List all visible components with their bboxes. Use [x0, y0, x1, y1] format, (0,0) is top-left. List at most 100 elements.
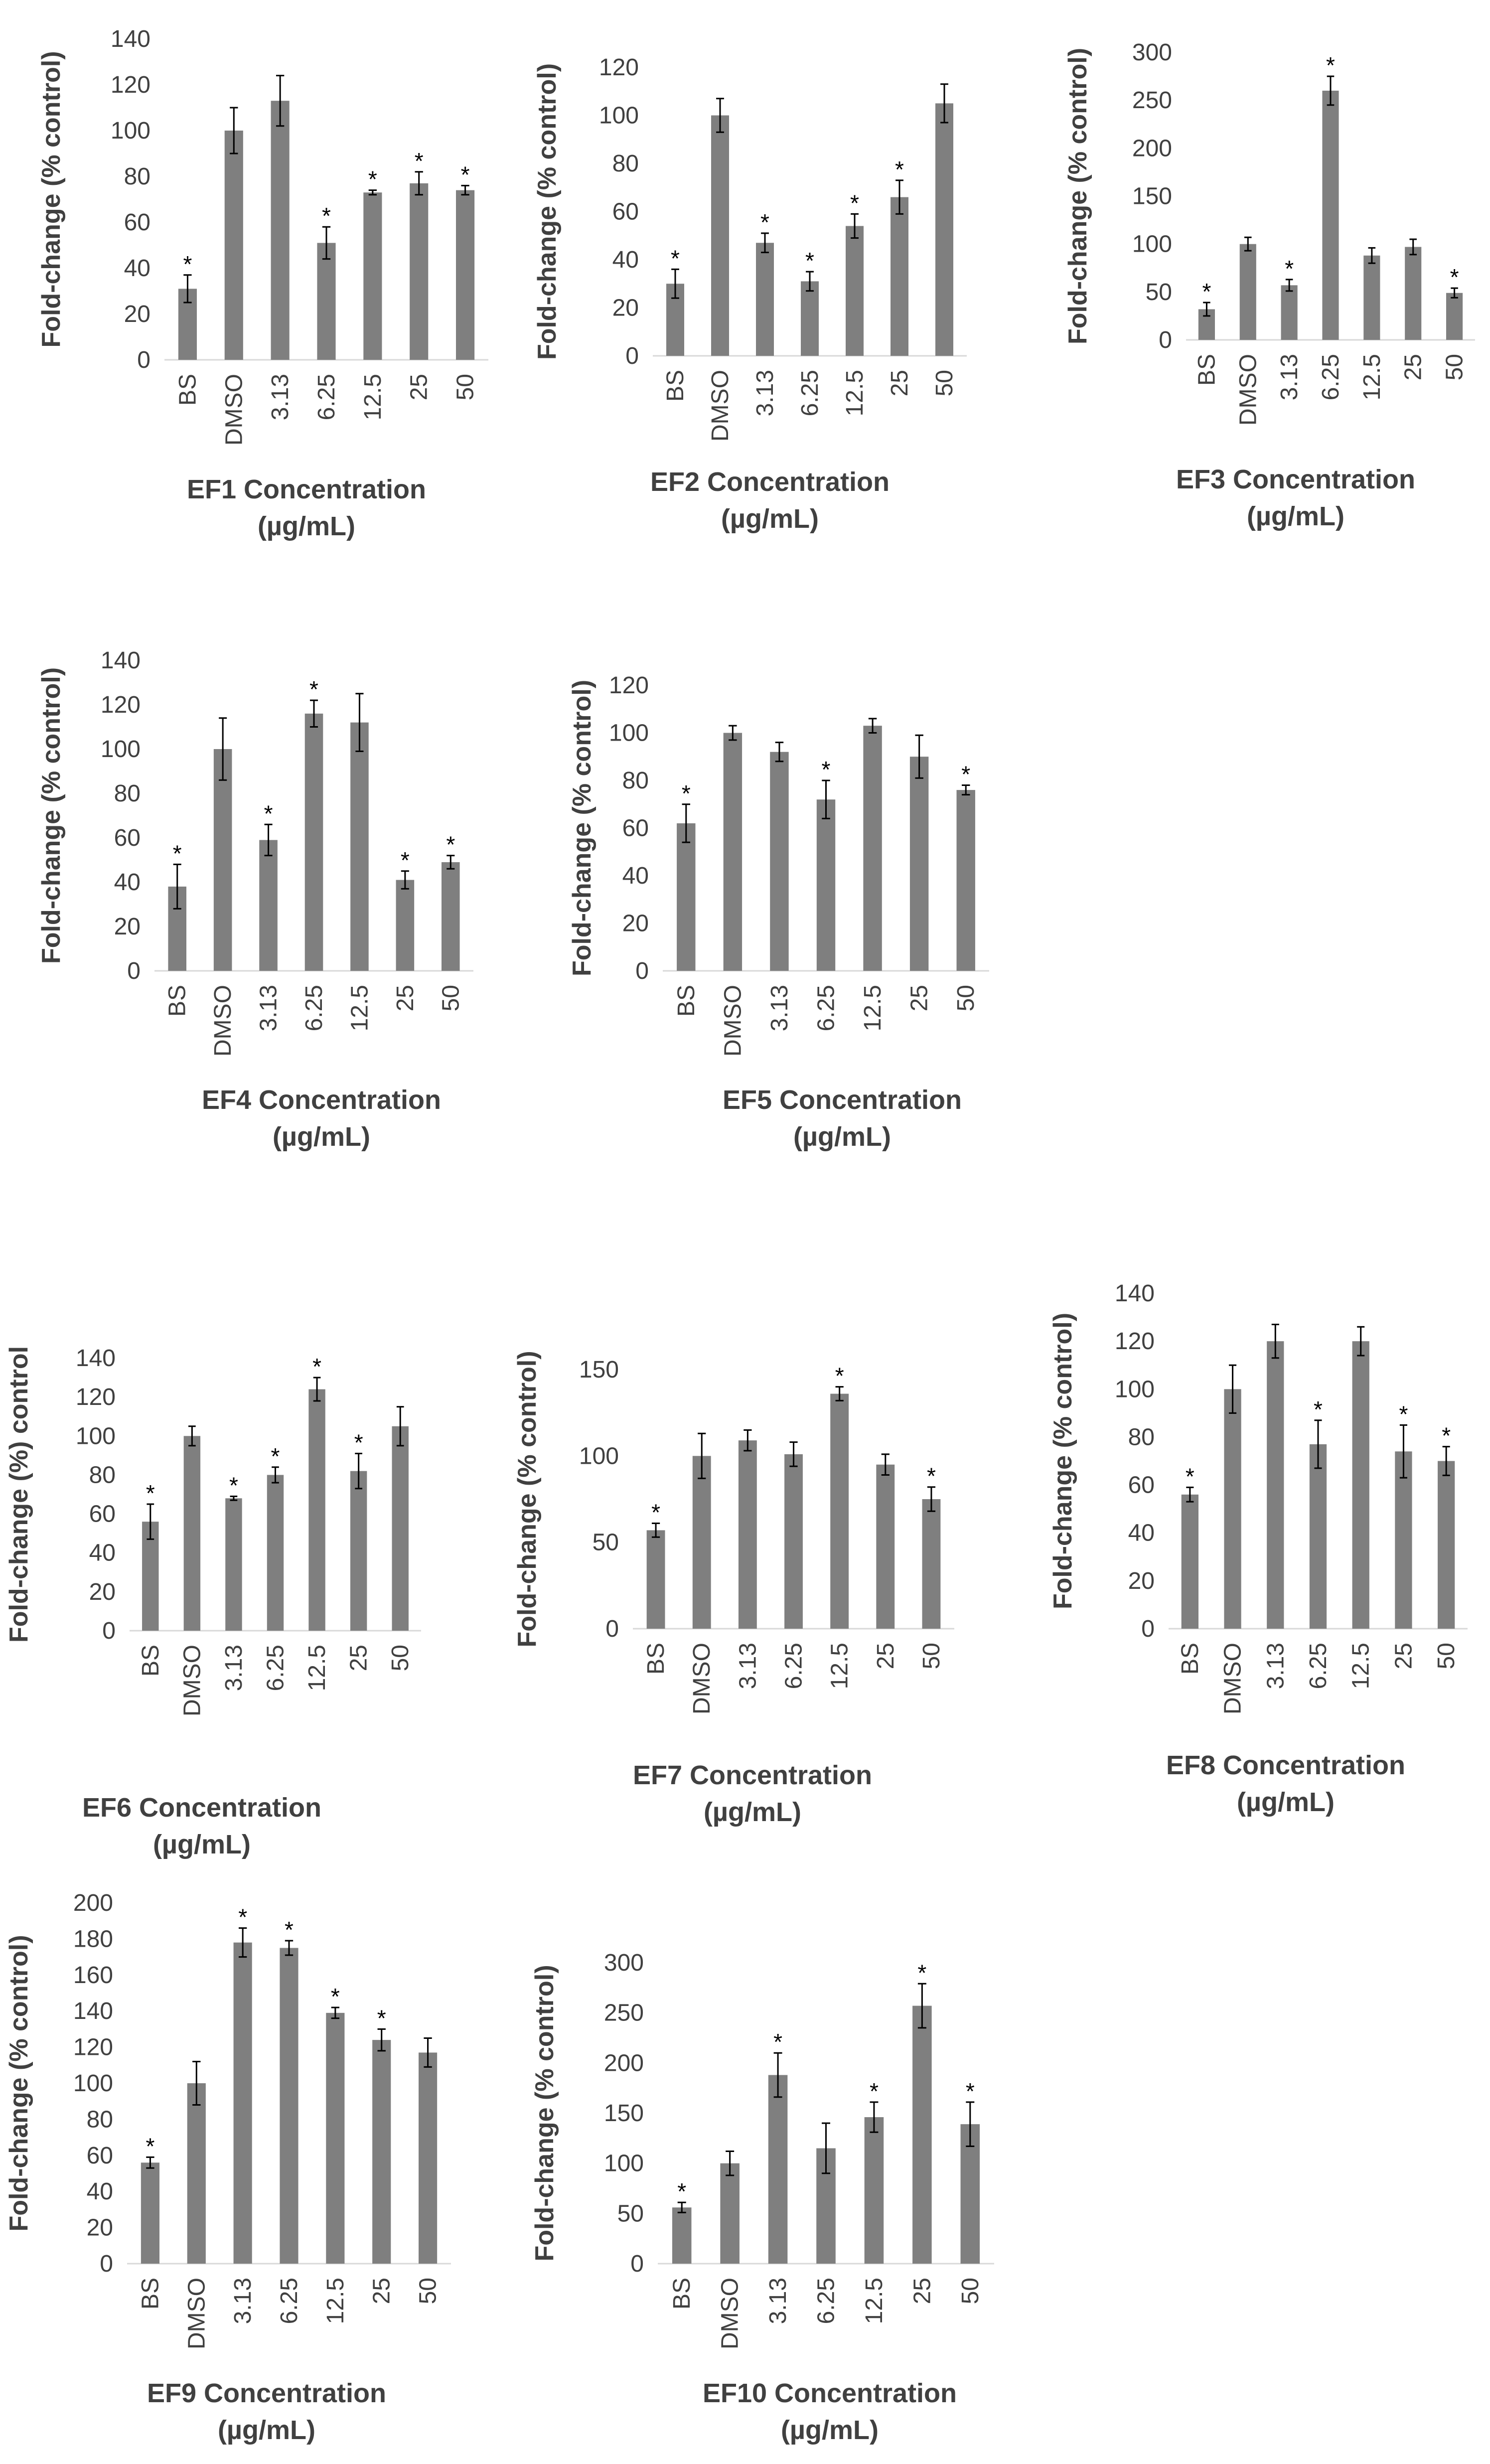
ef10-bar [960, 2124, 980, 2264]
ef10-error-bar [966, 2101, 975, 2147]
ef5-significance-marker: * [961, 762, 970, 787]
ef10-error-bar [870, 2101, 879, 2133]
ef5-category-label: BS [673, 985, 700, 1017]
ef4-x-axis-label: EF4 Concentration [202, 1085, 441, 1115]
ef8-bar [1309, 1444, 1327, 1629]
ef5-ytick-label: 100 [609, 720, 649, 747]
ef5-category-label: 25 [906, 985, 933, 1011]
ef8-category-label: 50 [1433, 1643, 1460, 1669]
ef3-error-bar [1327, 75, 1335, 106]
ef5-significance-marker: * [682, 780, 691, 806]
ef1-significance-marker: * [183, 251, 192, 277]
ef2-ytick-label: 20 [612, 295, 639, 321]
ef7-error-bar [927, 1486, 936, 1512]
ef9-ytick-label: 160 [73, 1962, 113, 1989]
ef7-bar [830, 1393, 849, 1629]
ef4-error-bar [219, 717, 227, 781]
ef8-error-bar [1357, 1326, 1365, 1357]
ef7-bar [646, 1530, 665, 1629]
ef8-ytick-label: 60 [1128, 1472, 1155, 1499]
ef10-significance-marker: * [870, 2078, 879, 2104]
ef1-error-bar [368, 189, 377, 196]
ef6-bar [183, 1436, 201, 1631]
ef7-category-label: 3.13 [735, 1643, 761, 1689]
ef2-category-label: DMSO [707, 370, 734, 442]
ef7-category-label: DMSO [689, 1643, 715, 1714]
ef10-ytick-label: 0 [630, 2251, 644, 2277]
ef3-ytick-label: 150 [1132, 183, 1172, 210]
ef3-significance-marker: * [1326, 52, 1335, 78]
ef4-bar [213, 749, 232, 971]
ef5-ytick-label: 20 [622, 911, 649, 937]
ef2-error-bar [806, 271, 814, 292]
ef5-ytick-label: 0 [635, 958, 649, 984]
ef6-significance-marker: * [354, 1429, 363, 1455]
ef10-error-bar [677, 2201, 686, 2213]
ef1-category-label: BS [174, 374, 201, 406]
ef8-category-label: 12.5 [1348, 1643, 1374, 1689]
ef9-category-label: 50 [415, 2278, 442, 2304]
ef4-significance-marker: * [309, 676, 318, 702]
ef3-error-bar [1203, 302, 1210, 317]
ef8-error-bar [1314, 1419, 1322, 1469]
ef6-category-label: BS [138, 1645, 164, 1677]
ef8-x-axis-label: EF8 Concentration [1166, 1750, 1405, 1780]
ef8-category-label: 25 [1390, 1643, 1417, 1669]
ef2-ytick-label: 0 [625, 343, 639, 369]
ef7-error-bar [789, 1441, 798, 1467]
ef1-significance-marker: * [461, 161, 470, 187]
ef9-ytick-label: 200 [73, 1890, 113, 1916]
ef8-chart: 0 20 40 60 80 100 120 140 Fold-change (% control… [1048, 1280, 1468, 1817]
ef10-bar [864, 2117, 884, 2264]
ef10-category-label: 25 [909, 2278, 935, 2304]
ef1-error-bar [461, 184, 469, 196]
ef10-ytick-label: 150 [604, 2100, 644, 2127]
ef2-bar [891, 197, 908, 356]
ef5-category-label: DMSO [720, 985, 746, 1057]
ef5-bar [863, 726, 882, 971]
ef4-significance-marker: * [264, 800, 273, 826]
ef10-ytick-label: 100 [604, 2151, 644, 2177]
ef9-ytick-label: 100 [73, 2070, 113, 2097]
ef10-bar [720, 2163, 740, 2264]
ef7-bar [784, 1454, 803, 1629]
ef6-ytick-label: 20 [89, 1579, 116, 1605]
ef9-error-bar [285, 1940, 294, 1956]
ef5-bar [677, 823, 696, 971]
ef8-bar [1395, 1451, 1412, 1629]
ef3-category-label: BS [1193, 354, 1220, 386]
ef1-category-label: DMSO [221, 374, 247, 446]
ef4-x-axis-label: (µg/mL) [273, 1122, 370, 1152]
ef9-significance-marker: * [331, 1984, 340, 2009]
ef10-error-bar [822, 2122, 830, 2174]
ef6-ytick-label: 0 [102, 1618, 116, 1644]
ef2-ytick-label: 80 [612, 151, 639, 177]
ef5-error-bar [961, 784, 970, 796]
ef3-bar [1322, 90, 1339, 340]
ef9-category-label: BS [137, 2278, 163, 2310]
ef1-bar [317, 243, 336, 360]
ef9-error-bar [377, 2028, 386, 2052]
ef9-error-bar [331, 2006, 340, 2019]
ef6-bar [267, 1475, 284, 1631]
ef8-bar [1267, 1341, 1284, 1629]
ef6-bar [350, 1471, 367, 1631]
ef2-bar [935, 103, 953, 356]
ef1-error-bar [322, 226, 331, 260]
ef10-significance-marker: * [917, 1960, 926, 1986]
ef8-category-label: 3.13 [1262, 1643, 1289, 1689]
ef7-error-bar [698, 1432, 706, 1479]
ef8-bar [1438, 1461, 1455, 1629]
ef7-error-bar [651, 1523, 660, 1538]
ef1-x-axis-label: EF1 Concentration [187, 474, 426, 504]
ef3-ytick-label: 250 [1132, 87, 1172, 114]
ef5-x-axis-label: EF5 Concentration [723, 1085, 962, 1115]
ef8-significance-marker: * [1186, 1463, 1194, 1489]
ef8-significance-marker: * [1442, 1423, 1451, 1449]
ef8-ytick-label: 80 [1128, 1424, 1155, 1450]
ef3-chart: 0 50 100 150 200 250 300 Fold-change (% control… [1063, 39, 1475, 531]
ef6-error-bar [313, 1377, 321, 1402]
ef2-category-label: 6.25 [797, 370, 823, 416]
ef6-error-bar [230, 1495, 238, 1501]
ef10-bar [912, 2005, 932, 2264]
